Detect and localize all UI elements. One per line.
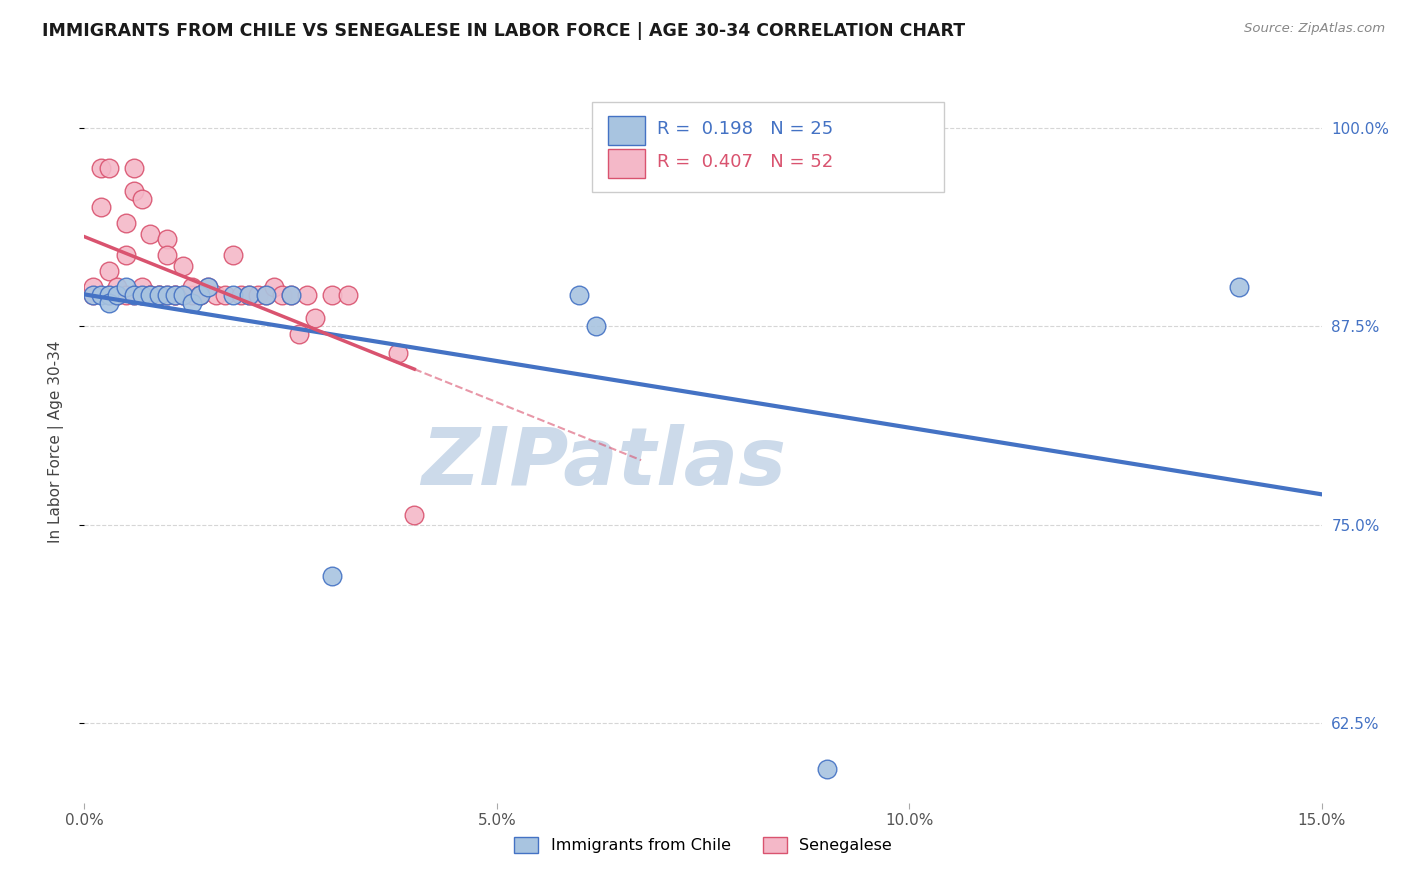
Point [1227,279,1250,293]
Point [98,264,121,278]
Point [139,287,162,301]
Point [98,295,121,310]
Point [165,287,187,301]
FancyBboxPatch shape [592,102,945,193]
FancyBboxPatch shape [607,149,645,178]
Point [105,287,128,301]
Text: IMMIGRANTS FROM CHILE VS SENEGALESE IN LABOR FORCE | AGE 30-34 CORRELATION CHART: IMMIGRANTS FROM CHILE VS SENEGALESE IN L… [42,22,966,40]
Point [156,232,179,246]
Point [180,287,202,301]
Point [131,287,153,301]
Point [180,295,202,310]
Point [321,568,343,582]
Point [90,287,112,301]
Point [254,287,277,301]
Point [280,287,302,301]
Point [122,287,145,301]
Point [156,287,179,301]
Legend: Immigrants from Chile, Senegalese: Immigrants from Chile, Senegalese [508,831,898,860]
Point [188,287,211,301]
Point [295,287,318,301]
Point [404,508,426,523]
Point [172,259,194,273]
Point [254,287,277,301]
Point [139,287,162,301]
Point [246,287,269,301]
Point [568,287,591,301]
Point [122,287,145,301]
Point [139,227,162,242]
Point [304,311,326,326]
Point [131,193,153,207]
Point [148,287,170,301]
Point [288,327,311,342]
Point [197,279,219,293]
Point [82,287,104,301]
Text: R =  0.407   N = 52: R = 0.407 N = 52 [657,153,834,171]
Point [131,287,153,301]
Point [222,248,245,262]
Point [271,287,294,301]
Point [82,279,104,293]
Point [90,161,112,175]
Point [90,200,112,214]
Point [180,279,202,293]
Point [321,287,343,301]
Point [105,287,128,301]
Text: Source: ZipAtlas.com: Source: ZipAtlas.com [1244,22,1385,36]
Point [156,287,179,301]
Point [114,287,136,301]
Point [105,279,128,293]
Point [197,279,219,293]
Point [222,287,245,301]
Text: ZIPatlas: ZIPatlas [422,425,786,502]
Point [82,287,104,301]
Point [188,287,211,301]
Point [172,287,194,301]
Point [98,287,121,301]
Point [165,287,187,301]
Point [139,287,162,301]
Point [131,279,153,293]
Point [172,287,194,301]
Point [165,287,187,301]
Point [387,346,409,360]
Y-axis label: In Labor Force | Age 30-34: In Labor Force | Age 30-34 [48,340,63,543]
Point [114,248,136,262]
Point [815,763,838,777]
FancyBboxPatch shape [607,117,645,145]
Point [98,161,121,175]
Point [214,287,236,301]
Point [205,287,228,301]
Point [122,161,145,175]
Point [114,216,136,230]
Point [188,287,211,301]
Point [156,248,179,262]
Point [238,287,260,301]
Point [263,279,285,293]
Text: R =  0.198   N = 25: R = 0.198 N = 25 [657,120,834,138]
Point [148,287,170,301]
Point [148,287,170,301]
Point [238,287,260,301]
Point [98,287,121,301]
Point [585,319,607,334]
Point [114,279,136,293]
Point [337,287,360,301]
Point [280,287,302,301]
Point [229,287,252,301]
Point [122,185,145,199]
